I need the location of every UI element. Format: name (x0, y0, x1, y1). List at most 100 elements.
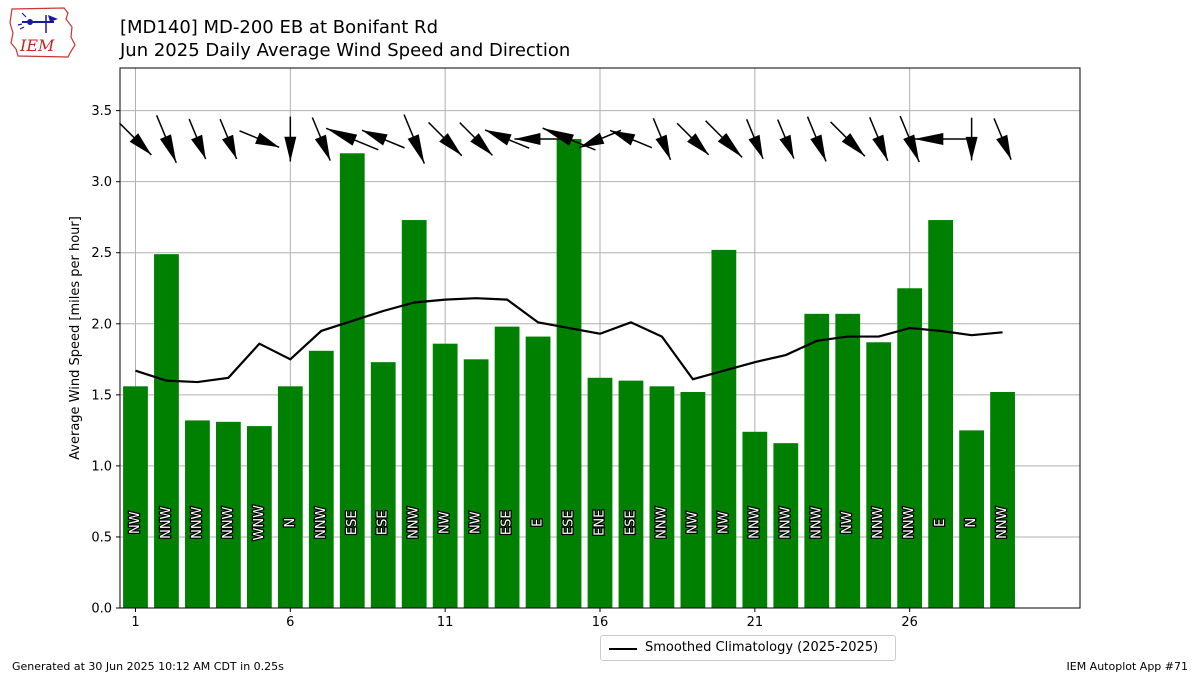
wind-arrow-head (610, 130, 636, 146)
wind-arrow-head (222, 134, 237, 159)
wind-arrow-head (872, 134, 888, 161)
legend: Smoothed Climatology (2025-2025) (600, 635, 896, 661)
wind-arrow-day-19 (676, 122, 710, 156)
y-tick-label: 2.5 (91, 246, 112, 261)
wind-arrow-day-9 (361, 129, 405, 149)
bar-day-18 (649, 386, 675, 608)
direction-label-day-21: NNW (747, 506, 762, 538)
wind-arrow-day-23 (806, 116, 827, 162)
direction-label-day-22: NNW (778, 506, 793, 538)
direction-label-day-11: NW (438, 511, 453, 534)
wind-arrow-day-22 (777, 119, 795, 159)
chart-title: [MD140] MD-200 EB at Bonifant Rd (120, 17, 438, 38)
direction-label-day-23: NNW (809, 506, 824, 538)
bar-day-12 (463, 359, 489, 608)
climatology-layer (135, 297, 1003, 384)
wind-arrow-head (996, 134, 1012, 160)
direction-label-day-13: ESE (500, 510, 515, 535)
wind-arrow-day-10 (403, 114, 426, 164)
wind-arrow-head (687, 133, 709, 155)
bar-day-28 (959, 430, 984, 608)
direction-label-day-28: N (964, 518, 979, 528)
bar-day-24 (835, 313, 861, 608)
wind-arrow-head (903, 134, 920, 163)
y-tick-label: 3.5 (91, 104, 112, 119)
bar-day-2 (154, 254, 179, 608)
bar-day-17 (618, 380, 644, 608)
direction-label-day-27: E (933, 519, 948, 527)
wind-arrow-day-2 (155, 115, 177, 164)
bar-day-4 (216, 421, 241, 608)
direction-label-day-4: NNW (221, 506, 236, 538)
bar-day-26 (897, 288, 923, 608)
y-tick-label: 0.0 (91, 602, 112, 617)
direction-label-day-18: NNW (654, 506, 669, 538)
wind-arrow-day-6 (284, 116, 297, 162)
wind-arrow-head (326, 128, 358, 146)
wind-arrow-day-27 (914, 133, 968, 146)
chart-subtitle: Jun 2025 Daily Average Wind Speed and Di… (120, 40, 571, 61)
wind-arrow-day-29 (993, 118, 1012, 160)
direction-label-day-7: NNW (314, 506, 329, 538)
y-axis-label: Average Wind Speed [miles per hour] (68, 216, 83, 460)
wind-arrow-head (484, 129, 512, 146)
app-credit: IEM Autoplot App #71 (1066, 660, 1189, 673)
wind-arrow-day-21 (745, 119, 764, 160)
wind-arrow-day-20 (705, 120, 743, 158)
direction-label-day-24: NW (840, 511, 855, 534)
bar-day-1 (123, 386, 148, 608)
direction-label-day-25: NNW (871, 506, 886, 538)
wind-arrow-day-1 (119, 122, 152, 156)
wind-arrow-head (779, 134, 794, 159)
bar-day-15 (556, 139, 582, 609)
wind-arrow-head (284, 136, 297, 162)
wind-arrow-head (191, 134, 206, 160)
wind-arrow-day-13 (484, 129, 530, 149)
wind-arrow-head (129, 133, 152, 155)
bar-day-5 (246, 426, 272, 608)
y-tick-label: 3.0 (91, 175, 112, 190)
direction-label-day-15: ESE (562, 510, 577, 535)
wind-arrow-day-24 (830, 121, 866, 157)
climatology-line (135, 297, 1003, 384)
bar-day-6 (277, 386, 303, 608)
bar-day-3 (185, 420, 210, 608)
wind-arrow-head (439, 133, 462, 156)
wind-arrow-head (914, 133, 944, 146)
wind-arrow-head (361, 130, 388, 146)
y-tick-label: 1.5 (91, 388, 112, 403)
wind-arrow-day-8 (325, 127, 379, 151)
wind-arrow-head (579, 132, 605, 148)
axis-layer: 1 6 11 16 21 260.00.51.01.52.02.53.03.5 (91, 104, 918, 630)
wind-arrow-head (841, 133, 865, 157)
wind-arrow-day-7 (311, 117, 331, 161)
y-tick-label: 1.0 (91, 459, 112, 474)
generated-timestamp: Generated at 30 Jun 2025 10:12 AM CDT in… (12, 660, 284, 673)
wind-arrow-day-11 (428, 121, 463, 157)
logo-text: IEM (19, 36, 55, 55)
wind-arrow-day-5 (239, 130, 280, 148)
bar-day-29 (990, 392, 1015, 608)
wind-arrow-head (542, 128, 574, 146)
wind-arrow-head (748, 134, 764, 159)
wind-arrow-head (407, 134, 425, 164)
wind-arrow-head (255, 132, 280, 148)
direction-label-day-3: NNW (190, 506, 205, 538)
x-tick-label: 26 (901, 615, 918, 630)
wind-arrow-head (717, 132, 743, 158)
direction-label-day-17: ESE (623, 510, 638, 535)
wind-arrow-day-14 (514, 133, 562, 146)
bars-layer (123, 139, 1015, 609)
bar-day-10 (401, 220, 427, 609)
wind-arrow-day-4 (219, 118, 238, 160)
x-tick-label: 1 (131, 615, 139, 630)
bar-day-16 (587, 377, 613, 608)
legend-label: Smoothed Climatology (2025-2025) (645, 640, 879, 655)
x-tick-label: 16 (592, 615, 609, 630)
wind-arrow-day-12 (459, 122, 494, 156)
direction-label-day-19: NW (685, 511, 700, 534)
wind-arrow-day-17 (609, 129, 653, 149)
wind-arrow-day-26 (899, 115, 920, 163)
direction-label-day-16: ENE (593, 510, 608, 536)
wind-arrow-head (965, 136, 978, 161)
